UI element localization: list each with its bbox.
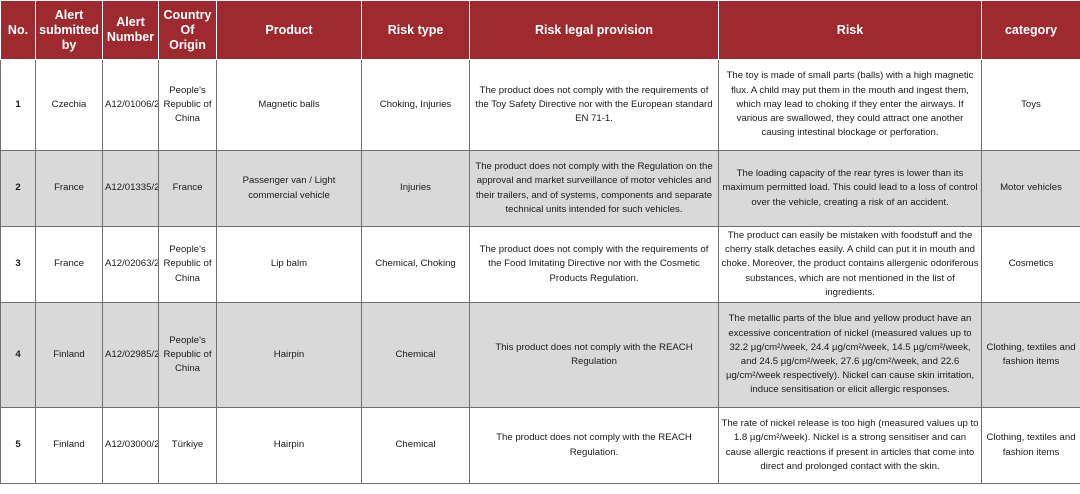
cell-country-of-origin: People's Republic of China: [158, 226, 217, 303]
header-no: No.: [0, 0, 36, 60]
cell-alert-number: A12/03000/23: [102, 407, 159, 484]
header-risk: Risk: [718, 0, 982, 60]
cell-submitted-by: Finland: [35, 302, 103, 408]
table-row: 4 Finland A12/02985/23 People's Republic…: [0, 302, 1080, 408]
cell-submitted-by: France: [35, 150, 103, 227]
cell-legal-provision: The product does not comply with the req…: [469, 59, 719, 151]
cell-product: Magnetic balls: [216, 59, 362, 151]
cell-legal-provision: This product does not comply with the RE…: [469, 302, 719, 408]
cell-alert-number: A12/02063/23: [102, 226, 159, 303]
cell-risk-type: Chemical: [361, 302, 470, 408]
table-row: 5 Finland A12/03000/23 Türkiye Hairpin C…: [0, 407, 1080, 484]
cell-category: Clothing, textiles and fashion items: [981, 407, 1080, 484]
header-alert-number: Alert Number: [102, 0, 159, 60]
cell-alert-number: A12/02985/23: [102, 302, 159, 408]
table-row: 2 France A12/01335/23 France Passenger v…: [0, 150, 1080, 227]
cell-risk-type: Chemical, Choking: [361, 226, 470, 303]
header-row: No. Alert submitted by Alert Number Coun…: [0, 0, 1080, 60]
cell-alert-number: A12/01006/22: [102, 59, 159, 151]
cell-category: Toys: [981, 59, 1080, 151]
cell-no: 4: [0, 302, 36, 408]
cell-risk: The toy is made of small parts (balls) w…: [718, 59, 982, 151]
header-submitted-by: Alert submitted by: [35, 0, 103, 60]
cell-submitted-by: France: [35, 226, 103, 303]
cell-category: Motor vehicles: [981, 150, 1080, 227]
cell-alert-number: A12/01335/23: [102, 150, 159, 227]
cell-country-of-origin: People's Republic of China: [158, 302, 217, 408]
cell-legal-provision: The product does not comply with the req…: [469, 226, 719, 303]
cell-submitted-by: Czechia: [35, 59, 103, 151]
cell-risk-type: Chemical: [361, 407, 470, 484]
cell-risk: The metallic parts of the blue and yello…: [718, 302, 982, 408]
cell-product: Lip balm: [216, 226, 362, 303]
cell-no: 5: [0, 407, 36, 484]
cell-no: 3: [0, 226, 36, 303]
cell-risk-type: Choking, Injuries: [361, 59, 470, 151]
cell-country-of-origin: Türkiye: [158, 407, 217, 484]
cell-category: Cosmetics: [981, 226, 1080, 303]
table-row: 3 France A12/02063/23 People's Republic …: [0, 226, 1080, 303]
cell-risk: The product can easily be mistaken with …: [718, 226, 982, 303]
header-category: category: [981, 0, 1080, 60]
cell-country-of-origin: France: [158, 150, 217, 227]
header-legal-provision: Risk legal provision: [469, 0, 719, 60]
header-risk-type: Risk type: [361, 0, 470, 60]
cell-category: Clothing, textiles and fashion items: [981, 302, 1080, 408]
cell-risk-type: Injuries: [361, 150, 470, 227]
table-row: 1 Czechia A12/01006/22 People's Republic…: [0, 59, 1080, 151]
cell-legal-provision: The product does not comply with the REA…: [469, 407, 719, 484]
cell-product: Hairpin: [216, 302, 362, 408]
cell-product: Hairpin: [216, 407, 362, 484]
cell-country-of-origin: People's Republic of China: [158, 59, 217, 151]
cell-risk: The rate of nickel release is too high (…: [718, 407, 982, 484]
cell-legal-provision: The product does not comply with the Reg…: [469, 150, 719, 227]
alerts-table: No. Alert submitted by Alert Number Coun…: [0, 0, 1080, 484]
cell-risk: The loading capacity of the rear tyres i…: [718, 150, 982, 227]
cell-product: Passenger van / Light commercial vehicle: [216, 150, 362, 227]
header-product: Product: [216, 0, 362, 60]
cell-submitted-by: Finland: [35, 407, 103, 484]
cell-no: 1: [0, 59, 36, 151]
header-country-of-origin: Country Of Origin: [158, 0, 217, 60]
cell-no: 2: [0, 150, 36, 227]
